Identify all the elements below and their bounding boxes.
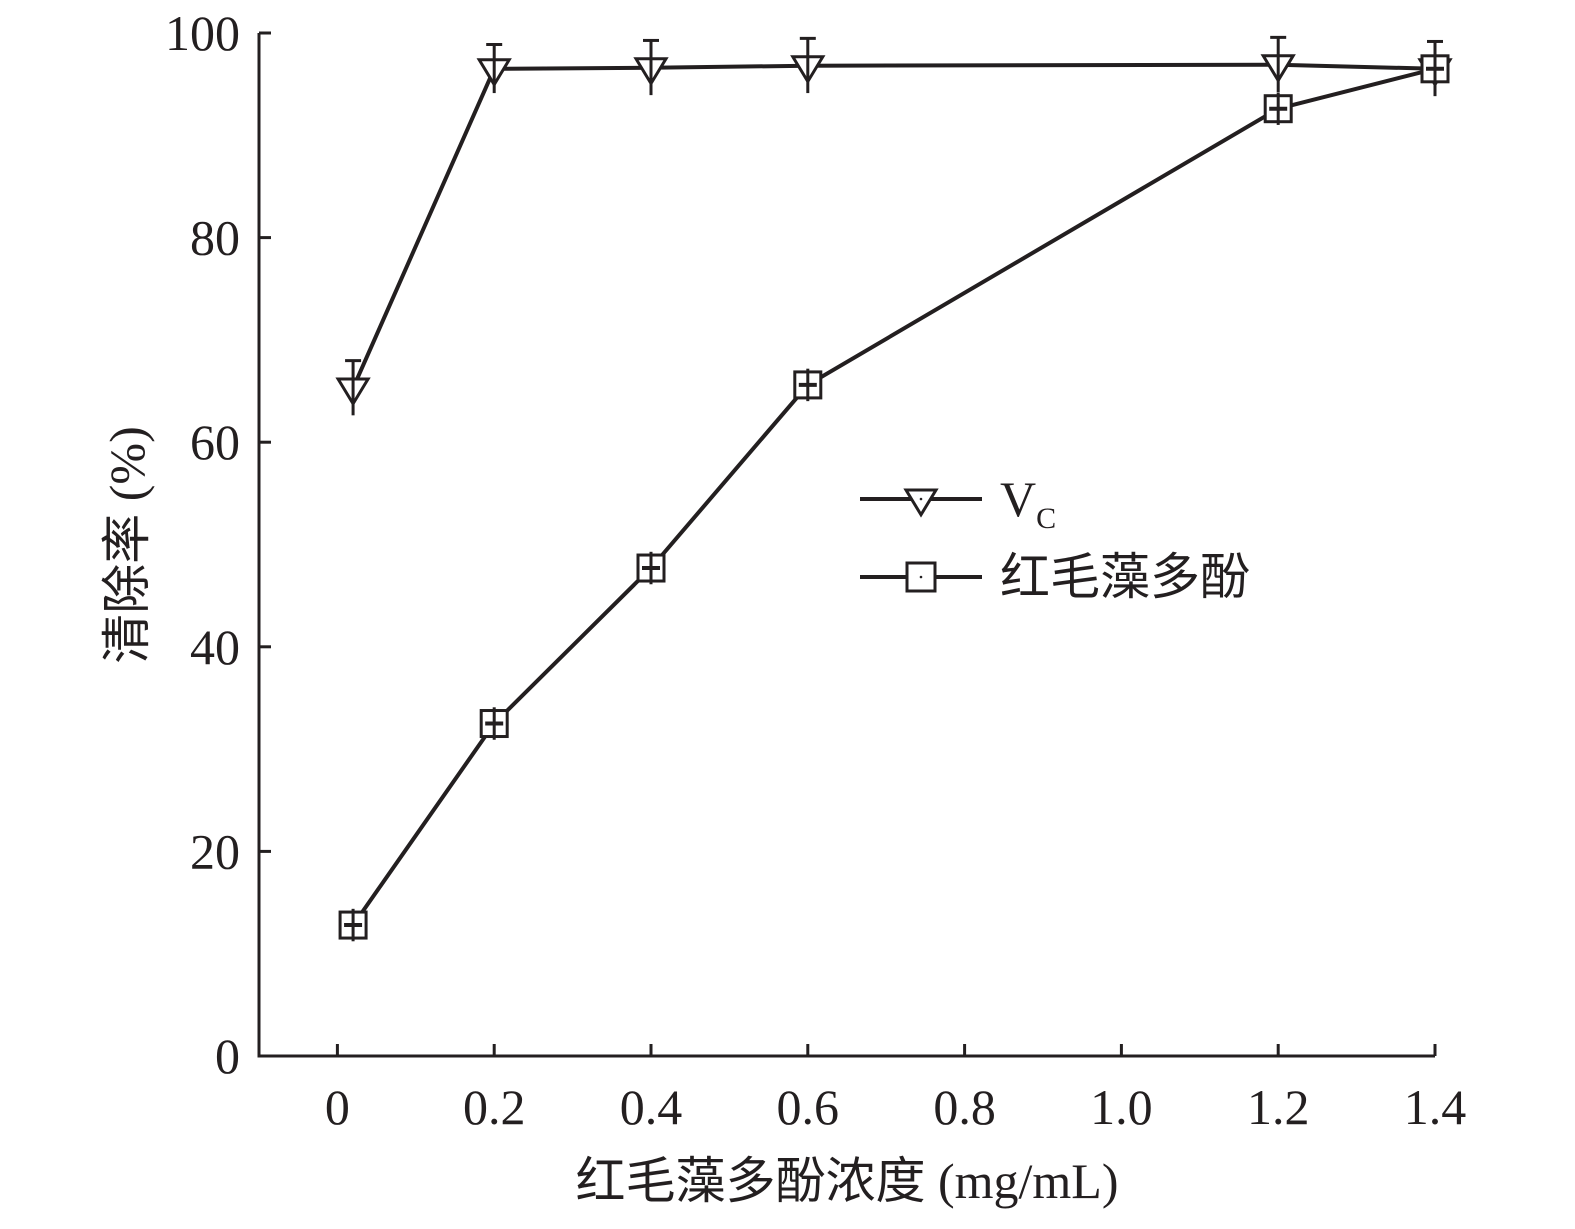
x-tick-label: 0.2 (463, 1079, 526, 1135)
x-tick-label: 0.6 (777, 1079, 840, 1135)
series-line-group (351, 66, 1436, 927)
legend-marker (903, 488, 939, 518)
y-tick-label: 100 (165, 5, 240, 61)
y-tick-label: 0 (215, 1028, 240, 1084)
legend-label: VC (1000, 471, 1056, 535)
x-tick-label: 1.2 (1247, 1079, 1310, 1135)
series-marker-group (338, 52, 1450, 942)
x-tick-label: 0.4 (620, 1079, 683, 1135)
x-tick-label: 1.4 (1404, 1079, 1467, 1135)
series-marker-group (335, 35, 1453, 416)
axes: 0 0.2 0.4 0.6 0.8 1.0 1.2 1.4 0 20 40 60 80 100 (165, 5, 1466, 1135)
series-line-group (351, 62, 1436, 389)
series-line (351, 66, 1436, 927)
x-tick-label: 1.0 (1090, 1079, 1153, 1135)
legend-item: VC (860, 471, 1056, 535)
legend-label: 红毛藻多酚 (1000, 549, 1250, 605)
x-tick-label: 0 (325, 1079, 350, 1135)
legend-item: 红毛藻多酚 (860, 549, 1250, 605)
y-tick-label: 40 (190, 619, 240, 675)
legend-label-subscript: C (1036, 502, 1056, 535)
legend: VC 红毛藻多酚 (860, 471, 1250, 605)
x-axis-title: 红毛藻多酚浓度 (mg/mL) (575, 1153, 1118, 1209)
legend-marker-dot (919, 497, 923, 501)
y-tick-label: 20 (190, 823, 240, 879)
y-axis-title: 清除率 (%) (99, 426, 155, 663)
y-tick-label: 60 (190, 414, 240, 470)
series-layer (335, 35, 1453, 942)
series-line (351, 62, 1436, 389)
y-tick-label: 80 (190, 210, 240, 266)
legend-marker-dot (919, 575, 923, 579)
x-tick-label: 0.8 (933, 1079, 996, 1135)
